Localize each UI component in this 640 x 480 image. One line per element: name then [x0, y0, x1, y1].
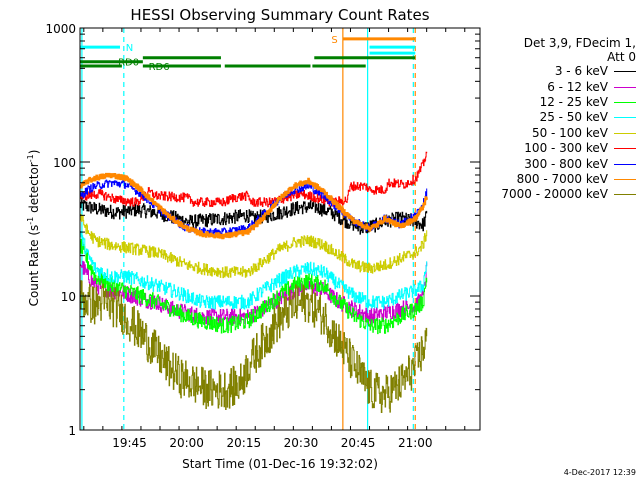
legend-label-1: 6 - 12 keV [547, 79, 608, 94]
legend-label-0: 3 - 6 keV [554, 64, 608, 79]
series-line-4 [80, 214, 428, 279]
legend-entry-5: 100 - 300 keV [500, 141, 636, 156]
legend-entry-6: 300 - 800 keV [500, 156, 636, 171]
x-tick-label-3: 20:30 [284, 436, 319, 450]
legend-swatch-2 [614, 101, 636, 103]
legend-entry-2: 12 - 25 keV [500, 95, 636, 110]
segment-label-4: S [331, 35, 337, 46]
plot-area: N RD0 RD6 S 19:45 20:00 20:15 20:30 20:45 21:00 1 1… [45, 22, 481, 450]
segment-label-2: RD6 [149, 62, 170, 73]
legend-swatch-6 [614, 163, 636, 165]
axis-frame [79, 27, 481, 431]
series-line-2 [80, 239, 428, 335]
legend-entry-1: 6 - 12 keV [500, 79, 636, 94]
legend-label-8: 7000 - 20000 keV [501, 187, 608, 202]
y-axis-label-sup1: -1 [26, 217, 35, 225]
x-tick-label-5: 21:00 [398, 436, 433, 450]
x-tick-label-4: 20:45 [341, 436, 376, 450]
legend-header-line-1: Det 3,9, FDecim 1, [523, 36, 636, 50]
y-tick-label-2: 100 [53, 156, 76, 170]
x-axis-label: Start Time (01-Dec-16 19:32:02) [182, 457, 378, 471]
legend-label-3: 25 - 50 keV [539, 110, 608, 125]
legend-swatch-7 [614, 178, 636, 180]
y-axis-label-end: ) [27, 150, 41, 155]
legend-swatch-0 [614, 71, 636, 73]
x-tick-label-1: 20:00 [169, 436, 204, 450]
legend-label-5: 100 - 300 keV [524, 141, 608, 156]
legend-swatch-1 [614, 86, 636, 88]
y-tick-label-3: 1000 [45, 22, 76, 36]
legend-label-2: 12 - 25 keV [539, 94, 608, 109]
x-tick-label-0: 19:45 [112, 436, 147, 450]
y-tick-label-1: 10 [61, 290, 76, 304]
legend-swatch-4 [614, 132, 636, 134]
legend-header-line-2: Att 0 [607, 50, 636, 64]
y-axis-label-main: Count Rate (s [27, 225, 41, 307]
legend-swatch-3 [614, 117, 636, 119]
series-line-7 [80, 172, 428, 240]
y-axis-label: Count Rate (s-1 detector-1) [26, 150, 41, 307]
legend-entry-0: 3 - 6 keV [500, 64, 636, 79]
legend-entry-4: 50 - 100 keV [500, 126, 636, 141]
legend-entry-8: 7000 - 20000 keV [500, 187, 636, 202]
legend-swatch-5 [614, 148, 636, 150]
legend-label-4: 50 - 100 keV [531, 125, 608, 140]
segment-label-0: N [126, 43, 133, 54]
legend-label-7: 800 - 7000 keV [516, 171, 608, 186]
x-tick-label-2: 20:15 [227, 436, 262, 450]
segment-label-1: RD0 [118, 58, 139, 69]
y-axis-label-sup2: -1 [26, 154, 35, 162]
timestamp: 4-Dec-2017 12:39 [563, 468, 636, 477]
legend-swatch-8 [614, 194, 636, 196]
legend-entry-7: 800 - 7000 keV [500, 172, 636, 187]
chart-title: HESSI Observing Summary Count Rates [130, 6, 429, 24]
legend: Det 3,9, FDecim 1, Att 0 3 - 6 keV 6 - 12… [500, 36, 636, 203]
y-axis-label-mid: detector [27, 162, 41, 217]
series-line-3 [80, 231, 428, 310]
legend-entry-3: 25 - 50 keV [500, 110, 636, 125]
legend-rows: 3 - 6 keV 6 - 12 keV 12 - 25 keV 25 - 50 ke… [500, 64, 636, 203]
y-tick-label-0: 1 [68, 424, 76, 438]
series-line-5 [80, 151, 428, 208]
series-line-8 [80, 280, 428, 413]
legend-label-6: 300 - 800 keV [524, 156, 608, 171]
